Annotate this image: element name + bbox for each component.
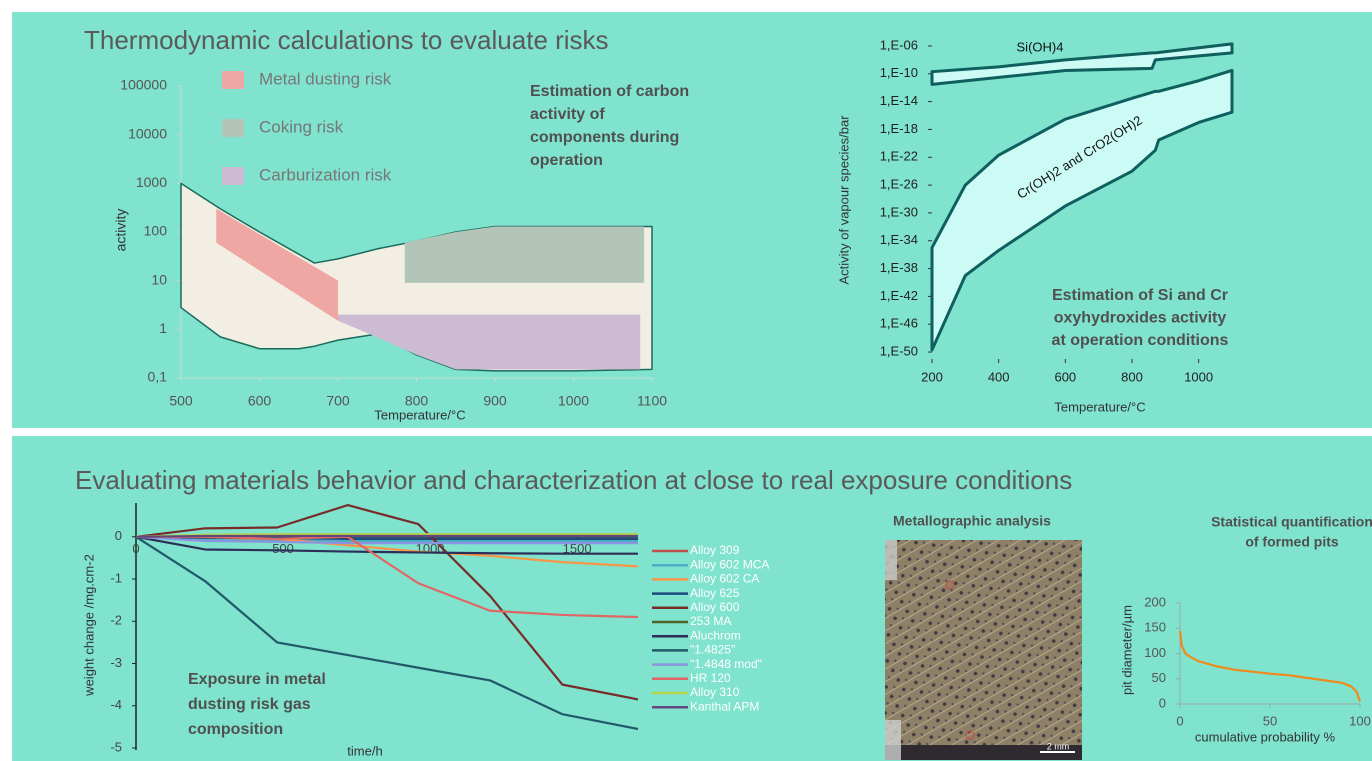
annotation: operation (530, 152, 603, 169)
legend-label: "1.4825" (690, 643, 735, 657)
y-tick-label: 0,1 (148, 369, 168, 385)
legend-swatch (222, 71, 244, 89)
x-tick-label: 50 (1263, 713, 1277, 728)
region-label: Si(OH)4 (1017, 39, 1064, 54)
y-axis-label: activity (113, 209, 129, 252)
x-axis-label: time/h (347, 743, 382, 758)
legend-label: Alloy 625 (690, 586, 740, 600)
y-tick-label: 100 (144, 223, 168, 239)
y-axis-label: weight change /mg.cm-2 (81, 554, 96, 697)
x-tick-label: 800 (405, 393, 429, 409)
legend-swatch (222, 119, 244, 137)
y-tick-label: 0 (1159, 695, 1166, 710)
x-tick-label: 400 (988, 369, 1010, 384)
x-tick-label: 200 (921, 369, 943, 384)
y-tick-label: 1,E-50 (880, 343, 918, 358)
legend-label: HR 120 (690, 671, 731, 685)
scale-bar-label: 2 mm (1047, 741, 1070, 751)
x-tick-label: 1000 (1184, 369, 1213, 384)
legend-label: Coking risk (259, 117, 344, 136)
y-tick-label: -3 (110, 655, 122, 670)
y-tick-label: 1,E-42 (880, 288, 918, 303)
x-tick-label: 100 (1349, 713, 1371, 728)
legend-swatch (222, 167, 244, 185)
y-tick-label: 1,E-30 (880, 204, 918, 219)
x-tick-label: 1000 (558, 393, 589, 409)
x-tick-label: 700 (326, 393, 350, 409)
y-tick-label: -1 (110, 570, 122, 585)
y-tick-label: 1,E-38 (880, 260, 918, 275)
sample-edge (885, 540, 897, 580)
x-tick-label: 0 (132, 541, 139, 556)
x-tick-label: 500 (169, 393, 193, 409)
y-tick-label: 10 (151, 271, 167, 287)
x-tick-label: 500 (272, 541, 294, 556)
chart-title: Thermodynamic calculations to evaluate r… (84, 25, 609, 55)
legend-label: Alloy 602 CA (690, 572, 759, 586)
legend-label: Metal dusting risk (259, 69, 392, 88)
y-tick-label: 200 (1144, 594, 1166, 609)
annotation: activity of (530, 106, 605, 123)
image-title: Metallographic analysis (893, 513, 1051, 529)
annotation: composition (188, 721, 283, 738)
x-axis-label: cumulative probability % (1195, 729, 1336, 744)
y-tick-label: 1,E-10 (880, 65, 918, 80)
y-tick-label: 1,E-06 (880, 37, 918, 52)
y-tick-label: 10000 (128, 125, 167, 141)
x-tick-label: 600 (248, 393, 272, 409)
y-tick-label: -2 (110, 613, 122, 628)
y-tick-label: 1 (159, 320, 167, 336)
annotation: Estimation of carbon (530, 83, 689, 100)
y-tick-label: 100000 (120, 77, 167, 93)
micrograph-image (885, 540, 1082, 760)
chart-title: of formed pits (1245, 534, 1339, 550)
x-axis-label: Temperature/°C (374, 407, 465, 422)
y-tick-label: 0 (115, 528, 122, 543)
y-axis-label: Activity of vapour species/bar (836, 115, 851, 285)
y-tick-label: 1,E-18 (880, 121, 918, 136)
x-tick-label: 900 (483, 393, 507, 409)
legend-label: Alloy 602 MCA (690, 557, 769, 571)
annotation: Exposure in metal (188, 671, 326, 688)
annotation: components during (530, 129, 679, 146)
page: Evaluating materials behavior and charac… (0, 0, 1372, 761)
y-tick-label: 1,E-34 (880, 232, 918, 247)
y-tick-label: -5 (110, 739, 122, 754)
y-tick-label: 100 (1144, 645, 1166, 660)
section-title: Evaluating materials behavior and charac… (75, 465, 1072, 495)
x-tick-label: 800 (1121, 369, 1143, 384)
annotation: Estimation of Si and Cr (1052, 287, 1228, 304)
legend-label: "1.4848 mod" (690, 657, 762, 671)
chart-title: Statistical quantification (1211, 514, 1372, 530)
legend-label: Alloy 310 (690, 685, 740, 699)
y-tick-label: 1,E-46 (880, 316, 918, 331)
legend-label: 253 MA (690, 614, 731, 628)
y-tick-label: 150 (1144, 620, 1166, 635)
y-axis-label: pit diameter/µm (1119, 605, 1134, 695)
series-line (136, 536, 638, 537)
y-tick-label: 1,E-14 (880, 93, 918, 108)
y-tick-label: -4 (110, 697, 122, 712)
x-tick-label: 600 (1054, 369, 1076, 384)
legend-label: Kanthal APM (690, 699, 759, 713)
y-tick-label: 1000 (136, 174, 167, 190)
y-tick-label: 1,E-26 (880, 177, 918, 192)
legend-label: Aluchrom (690, 628, 741, 642)
annotation: at operation conditions (1052, 332, 1229, 349)
annotation: dusting risk gas (188, 696, 311, 713)
x-axis-label: Temperature/°C (1054, 399, 1145, 414)
annotation: oxyhydroxides activity (1054, 310, 1227, 327)
x-tick-label: 0 (1176, 713, 1183, 728)
y-tick-label: 50 (1152, 670, 1166, 685)
micrograph: 2 mm (885, 540, 1082, 760)
legend-label: Carburization risk (259, 165, 392, 184)
slide: Evaluating materials behavior and charac… (0, 0, 1372, 761)
x-tick-label: 1100 (637, 393, 667, 409)
legend-label: Alloy 600 (690, 600, 740, 614)
legend-label: Alloy 309 (690, 543, 740, 557)
sample-edge (885, 720, 901, 760)
y-tick-label: 1,E-22 (880, 149, 918, 164)
